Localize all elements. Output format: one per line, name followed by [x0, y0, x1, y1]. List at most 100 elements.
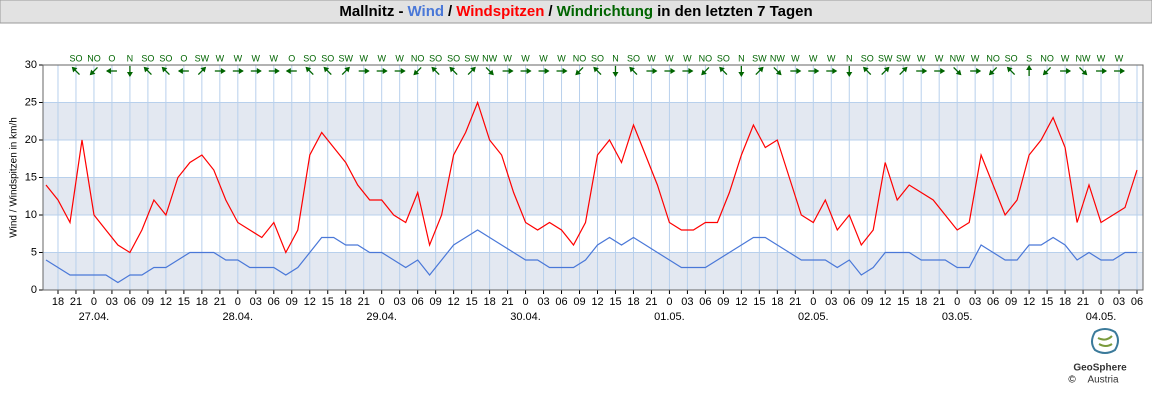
direction-arrow	[899, 66, 908, 75]
date-label: 04.05.	[1086, 311, 1117, 323]
direction-label: W	[216, 53, 225, 63]
direction-label: SO	[861, 53, 874, 63]
x-tick-label: 18	[196, 296, 208, 308]
arrow-head	[1081, 69, 1088, 76]
copyright: ©	[1068, 375, 1076, 386]
x-tick-label: 09	[717, 296, 729, 308]
x-tick-label: 03	[1113, 296, 1125, 308]
arrow-head	[1042, 69, 1049, 76]
direction-label: W	[827, 53, 836, 63]
x-tick-label: 03	[250, 296, 262, 308]
title-part: /	[548, 3, 553, 20]
arrow-head	[940, 68, 946, 74]
direction-label: SO	[141, 53, 154, 63]
direction-label: W	[539, 53, 548, 63]
direction-arrow	[89, 67, 98, 76]
direction-label: W	[647, 53, 656, 63]
direction-label: NO	[573, 53, 587, 63]
x-tick-label: 0	[235, 296, 241, 308]
direction-arrow	[502, 68, 514, 74]
direction-arrow	[177, 68, 189, 74]
direction-label: W	[377, 53, 386, 63]
plot-frame	[42, 64, 1144, 291]
direction-arrow	[808, 68, 820, 74]
arrow-head	[488, 69, 494, 76]
direction-label: W	[359, 53, 368, 63]
direction-label: SO	[591, 53, 604, 63]
direction-arrow	[538, 68, 550, 74]
y-tick-label: 25	[25, 96, 37, 108]
direction-arrow	[881, 66, 890, 75]
date-label: 03.05.	[942, 311, 973, 323]
arrow-head	[220, 68, 226, 74]
direction-label: SO	[627, 53, 640, 63]
arrow-head	[775, 69, 782, 76]
arrow-head	[883, 66, 890, 73]
series-line	[45, 100, 1138, 254]
x-tick-label: 12	[1023, 296, 1035, 308]
x-tick-label: 12	[448, 296, 460, 308]
title-bar	[0, 0, 1152, 24]
direction-label: W	[1115, 53, 1124, 63]
direction-label: W	[252, 53, 261, 63]
x-tick-label: 09	[430, 296, 442, 308]
direction-arrow	[358, 68, 370, 74]
x-tick-label: 21	[214, 296, 226, 308]
x-tick-label: 0	[666, 296, 672, 308]
arrow-head	[400, 68, 406, 74]
y-tick-label: 15	[25, 171, 37, 183]
x-tick-label: 09	[142, 296, 154, 308]
arrow-head	[238, 68, 244, 74]
direction-arrow	[285, 68, 297, 74]
x-tick-label: 06	[1131, 296, 1143, 308]
direction-label: W	[395, 53, 404, 63]
arrow-head	[323, 66, 330, 73]
x-tick-label: 12	[591, 296, 603, 308]
arrow-head	[508, 68, 514, 74]
arrow-head	[256, 68, 262, 74]
direction-arrow	[467, 66, 476, 75]
arrow-head	[988, 69, 995, 76]
arrow-head	[922, 68, 928, 74]
x-tick-label: 06	[843, 296, 855, 308]
direction-arrow	[755, 66, 764, 75]
x-tick-label: 09	[573, 296, 585, 308]
arrow-head	[274, 68, 280, 74]
arrow-head	[863, 66, 869, 73]
direction-arrow	[701, 67, 710, 76]
direction-arrow	[485, 67, 494, 76]
direction-label: N	[612, 53, 619, 63]
direction-label: W	[503, 53, 512, 63]
x-tick-label: 18	[340, 296, 352, 308]
arrow-head	[955, 69, 962, 76]
date-label: 29.04.	[366, 311, 397, 323]
arrow-head	[976, 68, 982, 74]
x-tick-label: 21	[933, 296, 945, 308]
x-tick-label: 09	[861, 296, 873, 308]
arrow-head	[688, 68, 694, 74]
arrow-head	[413, 69, 420, 76]
direction-arrow	[214, 68, 226, 74]
x-tick-label: 12	[160, 296, 172, 308]
direction-label: NO	[986, 53, 1000, 63]
x-tick-label: 18	[771, 296, 783, 308]
direction-label: SW	[195, 53, 210, 63]
x-tick-label: 15	[322, 296, 334, 308]
direction-arrow	[953, 67, 962, 76]
direction-arrow	[197, 66, 207, 75]
band	[43, 252, 1143, 290]
arrow-head	[593, 66, 599, 73]
direction-label: W	[665, 53, 674, 63]
direction-arrow	[1042, 67, 1052, 76]
x-tick-label: 18	[915, 296, 927, 308]
direction-label: W	[683, 53, 692, 63]
date-label: 30.04.	[510, 311, 541, 323]
y-tick-label: 20	[25, 134, 37, 146]
arrow-head	[1006, 66, 1013, 73]
direction-label: W	[557, 53, 566, 63]
direction-arrow	[575, 67, 584, 76]
direction-arrow	[1096, 68, 1108, 74]
direction-label: W	[935, 53, 944, 63]
date-label: 01.05.	[654, 311, 685, 323]
